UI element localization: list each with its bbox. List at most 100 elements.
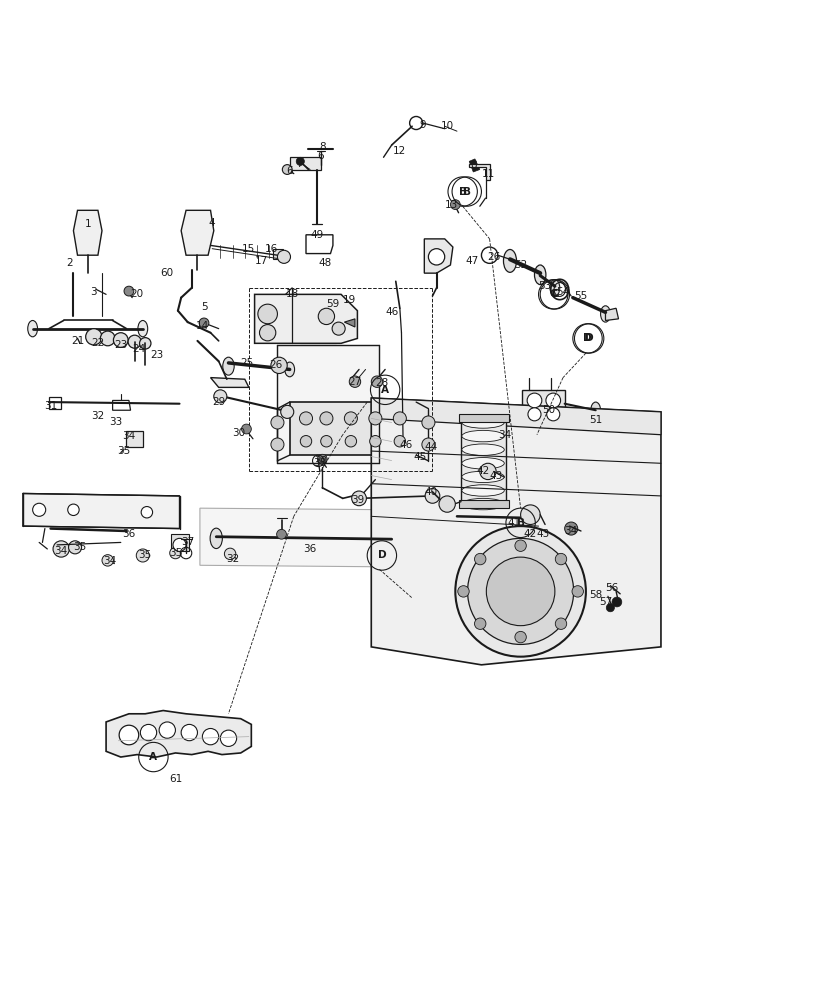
Ellipse shape [452,508,462,526]
Text: 61: 61 [169,774,182,784]
Circle shape [281,405,294,418]
Text: 28: 28 [375,378,388,388]
Circle shape [318,308,335,325]
Polygon shape [255,294,357,343]
Text: C: C [549,289,557,299]
Text: 6: 6 [286,166,293,176]
Text: 35: 35 [73,542,86,552]
Circle shape [468,538,574,644]
Circle shape [369,412,382,425]
Circle shape [475,618,486,629]
Text: 6: 6 [317,151,324,161]
Ellipse shape [462,458,504,469]
Text: 43: 43 [490,471,503,481]
Circle shape [425,489,440,503]
Text: 23: 23 [114,340,127,350]
Text: 24: 24 [132,344,145,354]
Circle shape [371,376,383,387]
Circle shape [214,390,227,403]
Ellipse shape [462,430,504,442]
Text: 54: 54 [557,287,570,297]
Circle shape [515,631,526,643]
Polygon shape [290,402,416,455]
Text: 1: 1 [85,219,91,229]
Text: 34: 34 [565,526,578,536]
Text: 9: 9 [419,120,426,130]
Polygon shape [424,239,453,273]
Text: 53: 53 [539,281,552,291]
Ellipse shape [534,265,546,285]
Circle shape [572,586,583,597]
Text: 34: 34 [104,556,117,566]
Circle shape [612,597,622,607]
Circle shape [370,436,381,447]
Circle shape [422,416,435,429]
Circle shape [299,412,313,425]
Text: 21: 21 [71,336,84,346]
Text: 45: 45 [414,452,427,462]
Text: 34: 34 [498,430,511,440]
Text: 5: 5 [201,302,207,312]
Text: 39: 39 [351,495,364,505]
Circle shape [547,408,560,421]
Circle shape [317,454,327,464]
Ellipse shape [211,528,222,549]
Text: 34: 34 [55,546,68,556]
Text: 22: 22 [91,338,104,348]
Polygon shape [522,390,565,422]
Ellipse shape [387,531,397,547]
Text: 36: 36 [122,529,135,539]
Polygon shape [200,508,396,567]
Polygon shape [300,345,336,351]
Text: 44: 44 [424,442,437,452]
Text: 55: 55 [574,291,588,301]
Circle shape [480,463,496,480]
Text: 32: 32 [226,554,239,564]
Circle shape [271,357,287,374]
Text: 4: 4 [209,218,215,228]
Polygon shape [371,398,661,435]
Circle shape [555,553,566,565]
Circle shape [271,438,284,451]
Circle shape [546,393,561,408]
Circle shape [515,540,526,551]
Circle shape [450,200,460,210]
Circle shape [344,412,357,425]
Circle shape [486,557,555,626]
Polygon shape [469,164,490,180]
Text: 52: 52 [514,260,527,270]
Circle shape [300,436,312,447]
Text: 51: 51 [589,415,602,425]
Circle shape [100,331,115,346]
Text: 34: 34 [122,431,135,441]
Text: 35: 35 [118,446,131,456]
Circle shape [170,547,181,559]
Text: 40: 40 [424,487,437,497]
Ellipse shape [285,362,295,377]
Polygon shape [344,319,355,327]
Circle shape [565,522,578,535]
Circle shape [349,376,361,387]
Text: A: A [381,385,389,395]
Circle shape [224,548,236,560]
Text: 19: 19 [343,295,356,305]
Text: 59: 59 [326,299,339,309]
Text: 26: 26 [487,252,500,262]
Polygon shape [461,418,506,507]
Circle shape [220,730,237,746]
Text: D: D [583,333,592,343]
Text: 8: 8 [470,160,477,170]
Text: 29: 29 [212,397,225,407]
Circle shape [141,507,153,518]
Text: 10: 10 [441,121,454,131]
Text: 41: 41 [508,518,521,528]
Text: 35: 35 [169,548,182,558]
Text: 18: 18 [286,289,299,299]
Circle shape [296,157,304,165]
Circle shape [199,318,209,328]
Circle shape [332,322,345,335]
Text: B: B [459,187,467,197]
Circle shape [69,541,82,554]
Ellipse shape [591,402,601,418]
Ellipse shape [526,509,535,527]
